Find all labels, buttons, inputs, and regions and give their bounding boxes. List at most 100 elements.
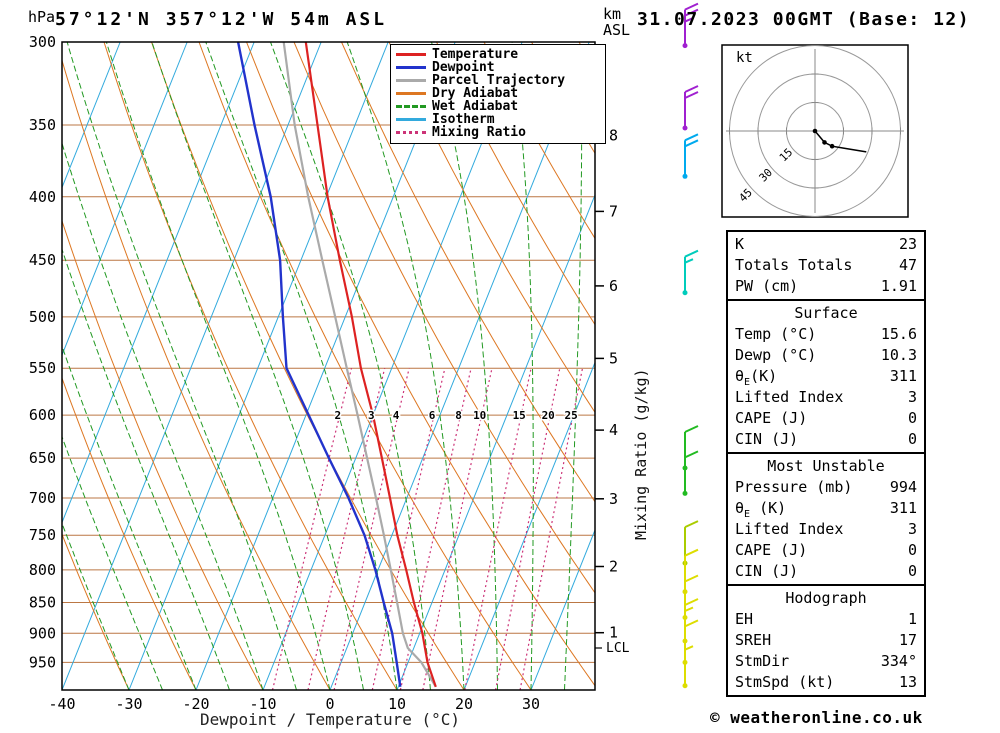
index-value: 1.91 xyxy=(880,277,917,295)
index-label: EH xyxy=(735,610,754,628)
index-row: CIN (J) 0 xyxy=(728,429,924,450)
svg-text:300: 300 xyxy=(29,33,56,51)
svg-text:1: 1 xyxy=(609,624,618,642)
station-title: 57°12'N 357°12'W 54m ASL xyxy=(55,9,388,30)
pressure-tick-labels: 300 350 400 450 500 550 600 650 700 750 800 850 900 9… xyxy=(29,33,56,671)
index-row: K 23 xyxy=(728,234,924,255)
legend-label: Mixing Ratio xyxy=(432,125,526,140)
svg-text:6: 6 xyxy=(609,277,618,295)
index-label: K xyxy=(735,235,745,253)
wind-barb xyxy=(682,133,699,179)
legend-line-sample xyxy=(396,53,426,56)
index-value: 334° xyxy=(880,652,917,670)
index-row: PW (cm) 1.91 xyxy=(728,276,924,297)
parcel-trajectory-curve xyxy=(282,42,437,688)
svg-text:750: 750 xyxy=(29,526,56,544)
svg-text:4: 4 xyxy=(609,421,618,439)
legend-label: Parcel Trajectory xyxy=(432,73,566,88)
legend-item-wet-adiabat: Wet Adiabat xyxy=(396,100,600,113)
legend-item-parcel-trajectory: Parcel Trajectory xyxy=(396,74,600,87)
svg-text:450: 450 xyxy=(29,251,56,269)
legend-item-isotherm: Isotherm xyxy=(396,113,600,126)
svg-text:600: 600 xyxy=(29,406,56,424)
index-label: Lifted Index xyxy=(735,520,844,538)
legend-label: Dewpoint xyxy=(432,60,495,75)
index-value: 10.3 xyxy=(880,346,917,364)
legend-item-dry-adiabat: Dry Adiabat xyxy=(396,87,600,100)
svg-text:550: 550 xyxy=(29,359,56,377)
chart-legend: Temperature Dewpoint Parcel Trajectory Dry … xyxy=(390,44,606,144)
km-unit-line1: km xyxy=(603,5,622,23)
index-row: Pressure (mb) 994 xyxy=(728,477,924,498)
index-value: 994 xyxy=(889,478,917,496)
svg-text:30: 30 xyxy=(522,695,540,713)
index-value: 17 xyxy=(898,631,917,649)
index-label: StmDir xyxy=(735,652,790,670)
legend-line-sample xyxy=(396,131,426,134)
legend-label: Isotherm xyxy=(432,112,495,127)
index-label: Lifted Index xyxy=(735,388,844,406)
svg-text:650: 650 xyxy=(29,449,56,467)
svg-text:950: 950 xyxy=(29,653,56,671)
svg-text:0: 0 xyxy=(325,695,334,713)
index-value: 0 xyxy=(907,409,917,427)
index-row: Temp (°C) 15.6 xyxy=(728,324,924,345)
index-value: 23 xyxy=(898,235,917,253)
svg-text:4: 4 xyxy=(393,409,400,422)
wind-barb xyxy=(682,645,694,689)
lcl-marker-label: LCL xyxy=(606,641,630,656)
index-label: CAPE (J) xyxy=(735,409,808,427)
legend-line-sample xyxy=(396,92,426,95)
indices-section-header: Surface xyxy=(794,304,858,322)
index-value: 47 xyxy=(898,256,917,274)
indices-section-header: Hodograph xyxy=(785,589,867,607)
svg-text:350: 350 xyxy=(29,116,56,134)
index-value: 311 xyxy=(889,367,917,385)
wind-barb xyxy=(682,2,699,49)
svg-text:800: 800 xyxy=(29,561,56,579)
svg-text:400: 400 xyxy=(29,188,56,206)
svg-text:20: 20 xyxy=(542,409,555,422)
wind-barb xyxy=(682,450,699,496)
svg-text:6: 6 xyxy=(429,409,436,422)
index-row: EH 1 xyxy=(728,609,924,630)
height-axis-unit: km ASL xyxy=(603,6,630,38)
index-label: SREH xyxy=(735,631,772,649)
legend-label: Wet Adiabat xyxy=(432,99,519,114)
index-label: θE(K) xyxy=(735,367,778,388)
indices-section: Most Unstable Pressure (mb) 994 θE (K) 311 Li… xyxy=(726,452,926,586)
index-label: Totals Totals xyxy=(735,256,853,274)
svg-text:10: 10 xyxy=(473,409,486,422)
svg-text:10: 10 xyxy=(388,695,406,713)
temperature-tick-labels: -40 -30 -20 -10 0 10 20 30 xyxy=(48,695,540,713)
index-label: PW (cm) xyxy=(735,277,799,295)
index-row: Lifted Index 3 xyxy=(728,519,924,540)
index-value: 0 xyxy=(907,430,917,448)
mixing-ratio-axis-label: Mixing Ratio (g/kg) xyxy=(632,368,650,540)
svg-text:-20: -20 xyxy=(182,695,209,713)
svg-text:15: 15 xyxy=(513,409,526,422)
km-unit-line2: ASL xyxy=(603,21,631,39)
index-label: CIN (J) xyxy=(735,562,799,580)
svg-text:3: 3 xyxy=(368,409,375,422)
index-label: Temp (°C) xyxy=(735,325,817,343)
svg-text:3: 3 xyxy=(609,490,618,508)
svg-text:7: 7 xyxy=(609,202,618,220)
index-value: 0 xyxy=(907,562,917,580)
svg-text:500: 500 xyxy=(29,308,56,326)
legend-line-sample xyxy=(396,118,426,121)
pressure-axis-unit: hPa xyxy=(28,8,56,26)
index-row: θE(K) 311 xyxy=(728,366,924,388)
plot-border xyxy=(61,41,596,691)
index-row: Lifted Index 3 xyxy=(728,387,924,408)
svg-text:2: 2 xyxy=(609,558,618,576)
index-row: StmDir 334° xyxy=(728,651,924,672)
svg-text:700: 700 xyxy=(29,489,56,507)
index-value: 13 xyxy=(898,673,917,691)
index-row: CAPE (J) 0 xyxy=(728,408,924,429)
index-label: Dewp (°C) xyxy=(735,346,817,364)
legend-line-sample xyxy=(396,79,426,82)
copyright-link[interactable]: © weatheronline.co.uk xyxy=(710,708,923,727)
